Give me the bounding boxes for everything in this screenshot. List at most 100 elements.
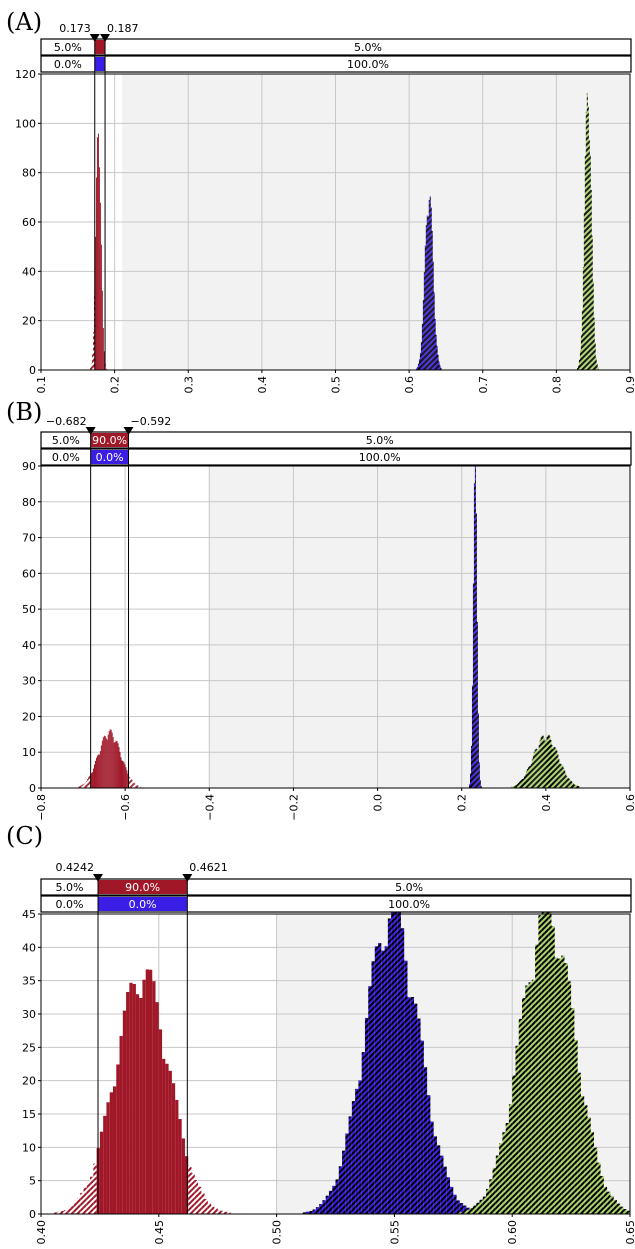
histogram-bar [620, 1206, 624, 1214]
histogram-bar [466, 1209, 470, 1214]
histogram-bar [420, 1040, 424, 1214]
panel-label: (A) [6, 8, 42, 36]
histogram-bar [553, 747, 555, 788]
histogram-bar [568, 778, 570, 788]
histogram-bar [96, 755, 98, 788]
histogram-bar [531, 759, 533, 788]
histogram-bar [430, 1121, 434, 1214]
histogram-bar [155, 1002, 159, 1214]
histogram-bar [473, 483, 475, 788]
histogram-bar [425, 225, 427, 370]
histogram-bar [178, 1119, 182, 1214]
probability-right-label: 100.0% [388, 898, 430, 911]
histogram-bar [435, 334, 437, 370]
histogram-bar [94, 236, 96, 370]
histogram-bar [591, 235, 593, 370]
confidence-marker-label: 0.4242 [56, 861, 95, 874]
confidence-marker-label: 0.173 [59, 22, 91, 35]
confidence-marker-label: −0.682 [46, 415, 87, 428]
histogram-bar [595, 357, 597, 370]
y-tick-label: 10 [22, 1141, 36, 1154]
histogram-bar [132, 983, 136, 1214]
histogram-bar [191, 1173, 195, 1214]
histogram-bar [112, 737, 114, 788]
x-tick-label: 0.55 [388, 1220, 401, 1245]
histogram-bar [100, 745, 102, 788]
confidence-marker-triangle [93, 874, 104, 882]
probability-bar-frame [40, 448, 632, 466]
histogram-bar [543, 737, 545, 788]
histogram-bar [525, 985, 529, 1214]
histogram-bar [597, 367, 599, 370]
histogram-bar [551, 926, 555, 1214]
histogram-bar [60, 1210, 64, 1214]
histogram-bar [548, 903, 552, 1214]
histogram-bar [574, 784, 576, 788]
histogram-bar [430, 207, 432, 370]
x-tick-label: 0.5 [330, 376, 343, 394]
histogram-bar [528, 766, 530, 788]
histogram-bar [459, 1203, 464, 1214]
histogram-bar [443, 1166, 447, 1214]
histogram-bar [165, 1063, 169, 1214]
histogram-bar [512, 1075, 516, 1214]
histogram-bar [577, 365, 579, 370]
probability-bar-frame [40, 895, 632, 913]
histogram-bar [54, 1212, 58, 1214]
histogram-bar [433, 292, 435, 370]
histogram-bar [97, 754, 99, 788]
histogram-bar [590, 189, 592, 370]
histogram-bar [168, 1070, 172, 1214]
histogram-bar [597, 1162, 601, 1214]
histogram-bar [572, 782, 574, 788]
probability-bar-2: 0.0% 0.0% 100.0% [40, 895, 632, 913]
histogram-bar [103, 735, 105, 788]
histogram-bar [607, 1191, 611, 1214]
histogram-bar [422, 299, 424, 370]
probability-left-label: 5.0% [56, 881, 84, 894]
y-tick-label: 120 [15, 68, 36, 81]
histogram-bar [574, 1039, 578, 1214]
histogram-bar [515, 785, 517, 788]
histogram-bar [551, 744, 553, 788]
x-tick-label: 0.1 [35, 376, 48, 394]
histogram-bar [585, 111, 587, 370]
histogram-bar [522, 778, 524, 788]
probability-left-label: 0.0% [54, 58, 82, 71]
histogram-bar [582, 267, 584, 370]
histogram-bar [575, 784, 577, 788]
histogram-bar [437, 354, 439, 370]
histogram-bar [439, 365, 441, 370]
histogram-bar [325, 1195, 329, 1214]
histogram-bar [571, 781, 573, 788]
histogram-bar [99, 202, 101, 370]
histogram-bar [116, 1064, 120, 1214]
histogram-bar [469, 773, 471, 788]
histogram-bar [91, 773, 93, 788]
histogram-bar [517, 783, 519, 788]
histogram-bar [587, 106, 589, 371]
histogram-bar [559, 763, 561, 788]
histogram-bar [107, 734, 109, 788]
histogram-bar [355, 1088, 359, 1214]
x-tick-label: −0.6 [119, 794, 132, 821]
histogram-bar [96, 137, 98, 370]
histogram-bar [482, 1196, 487, 1214]
histogram-bar [80, 785, 82, 788]
histogram-bar [414, 1003, 418, 1214]
confidence-marker-triangle [100, 34, 111, 42]
histogram-bar [580, 1095, 585, 1214]
y-tick-label: 60 [22, 216, 36, 229]
chart-panel-a: (A) 5.0% 5.0% 0.0% 100.0% 0.173 0.187 0 20 40 60 80… [6, 8, 635, 394]
histogram-bar [105, 738, 107, 788]
histogram-bar [136, 785, 138, 788]
x-tick-label: 0.8 [550, 376, 563, 394]
series-green [511, 734, 580, 788]
series-red [90, 133, 107, 370]
histogram-bar [88, 777, 90, 788]
histogram-bar [125, 767, 127, 788]
histogram-bar [440, 367, 442, 370]
histogram-bar [535, 748, 537, 788]
histogram-bar [145, 969, 149, 1214]
histogram-bar [502, 1132, 506, 1214]
